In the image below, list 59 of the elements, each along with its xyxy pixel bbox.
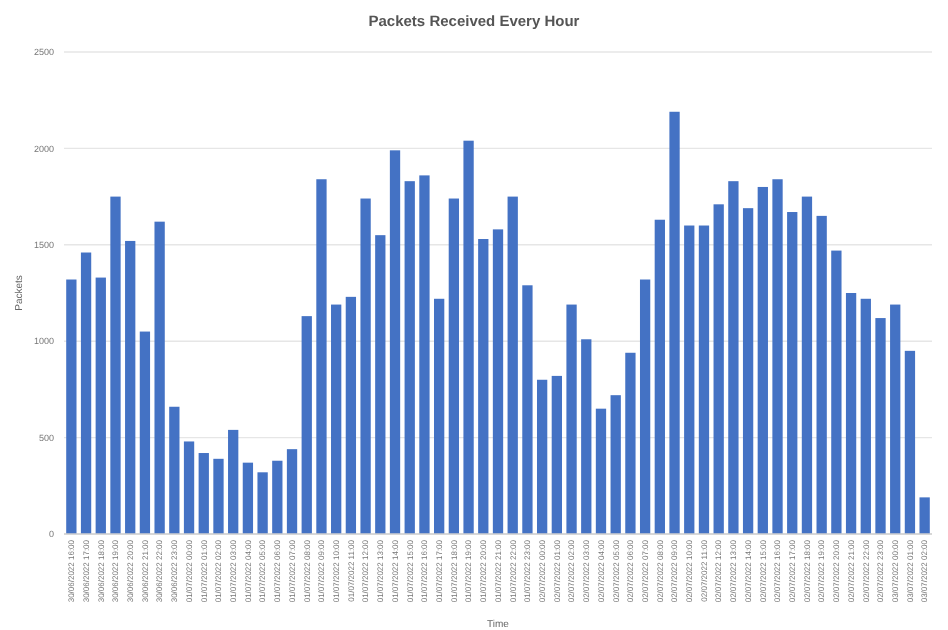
- bar: [66, 279, 77, 534]
- bar: [110, 196, 121, 534]
- bar: [434, 298, 445, 534]
- bar: [581, 339, 592, 534]
- bar: [522, 285, 533, 534]
- bar: [125, 240, 136, 534]
- bar: [360, 198, 371, 534]
- bar: [331, 304, 342, 534]
- bar: [919, 497, 930, 534]
- bar: [228, 429, 239, 534]
- bar: [448, 198, 460, 534]
- bar: [595, 408, 607, 534]
- bar: [831, 250, 842, 534]
- bar: [684, 225, 695, 534]
- bar: [301, 316, 312, 534]
- bar: [345, 296, 357, 534]
- bar: [272, 460, 283, 534]
- bar: [463, 140, 474, 534]
- bar: [860, 298, 871, 534]
- bar: [728, 181, 739, 534]
- bar: [492, 229, 504, 534]
- bar: [257, 472, 268, 534]
- bar: [478, 239, 489, 534]
- bar: [375, 235, 386, 534]
- bar: [904, 350, 916, 534]
- bar: [286, 449, 298, 534]
- bar: [772, 179, 783, 534]
- bar: [654, 219, 665, 534]
- bar: [169, 406, 180, 534]
- bar: [389, 150, 401, 534]
- bar: [742, 208, 754, 534]
- bar: [198, 453, 209, 534]
- bar: [875, 318, 886, 534]
- bar: [139, 331, 151, 534]
- bar: [816, 215, 827, 534]
- bar: [787, 212, 798, 534]
- bar: [404, 181, 415, 534]
- bar: [419, 175, 430, 534]
- bar: [183, 441, 195, 534]
- bar: [242, 462, 254, 534]
- bar: [890, 304, 901, 534]
- bar: [713, 204, 724, 534]
- bar: [551, 375, 562, 534]
- bar: [698, 225, 710, 534]
- bar: [801, 196, 813, 534]
- bar: [639, 279, 651, 534]
- bar: [610, 395, 621, 534]
- bar: [154, 221, 165, 534]
- bar: [625, 352, 636, 534]
- bar: [95, 277, 106, 534]
- bar: [80, 252, 92, 534]
- bar: [213, 458, 224, 534]
- bar: [566, 304, 577, 534]
- bar: [316, 179, 327, 534]
- bar: [757, 186, 768, 534]
- bar: [536, 379, 548, 534]
- bar: [507, 196, 518, 534]
- bar: [845, 293, 857, 534]
- bar: [669, 111, 680, 534]
